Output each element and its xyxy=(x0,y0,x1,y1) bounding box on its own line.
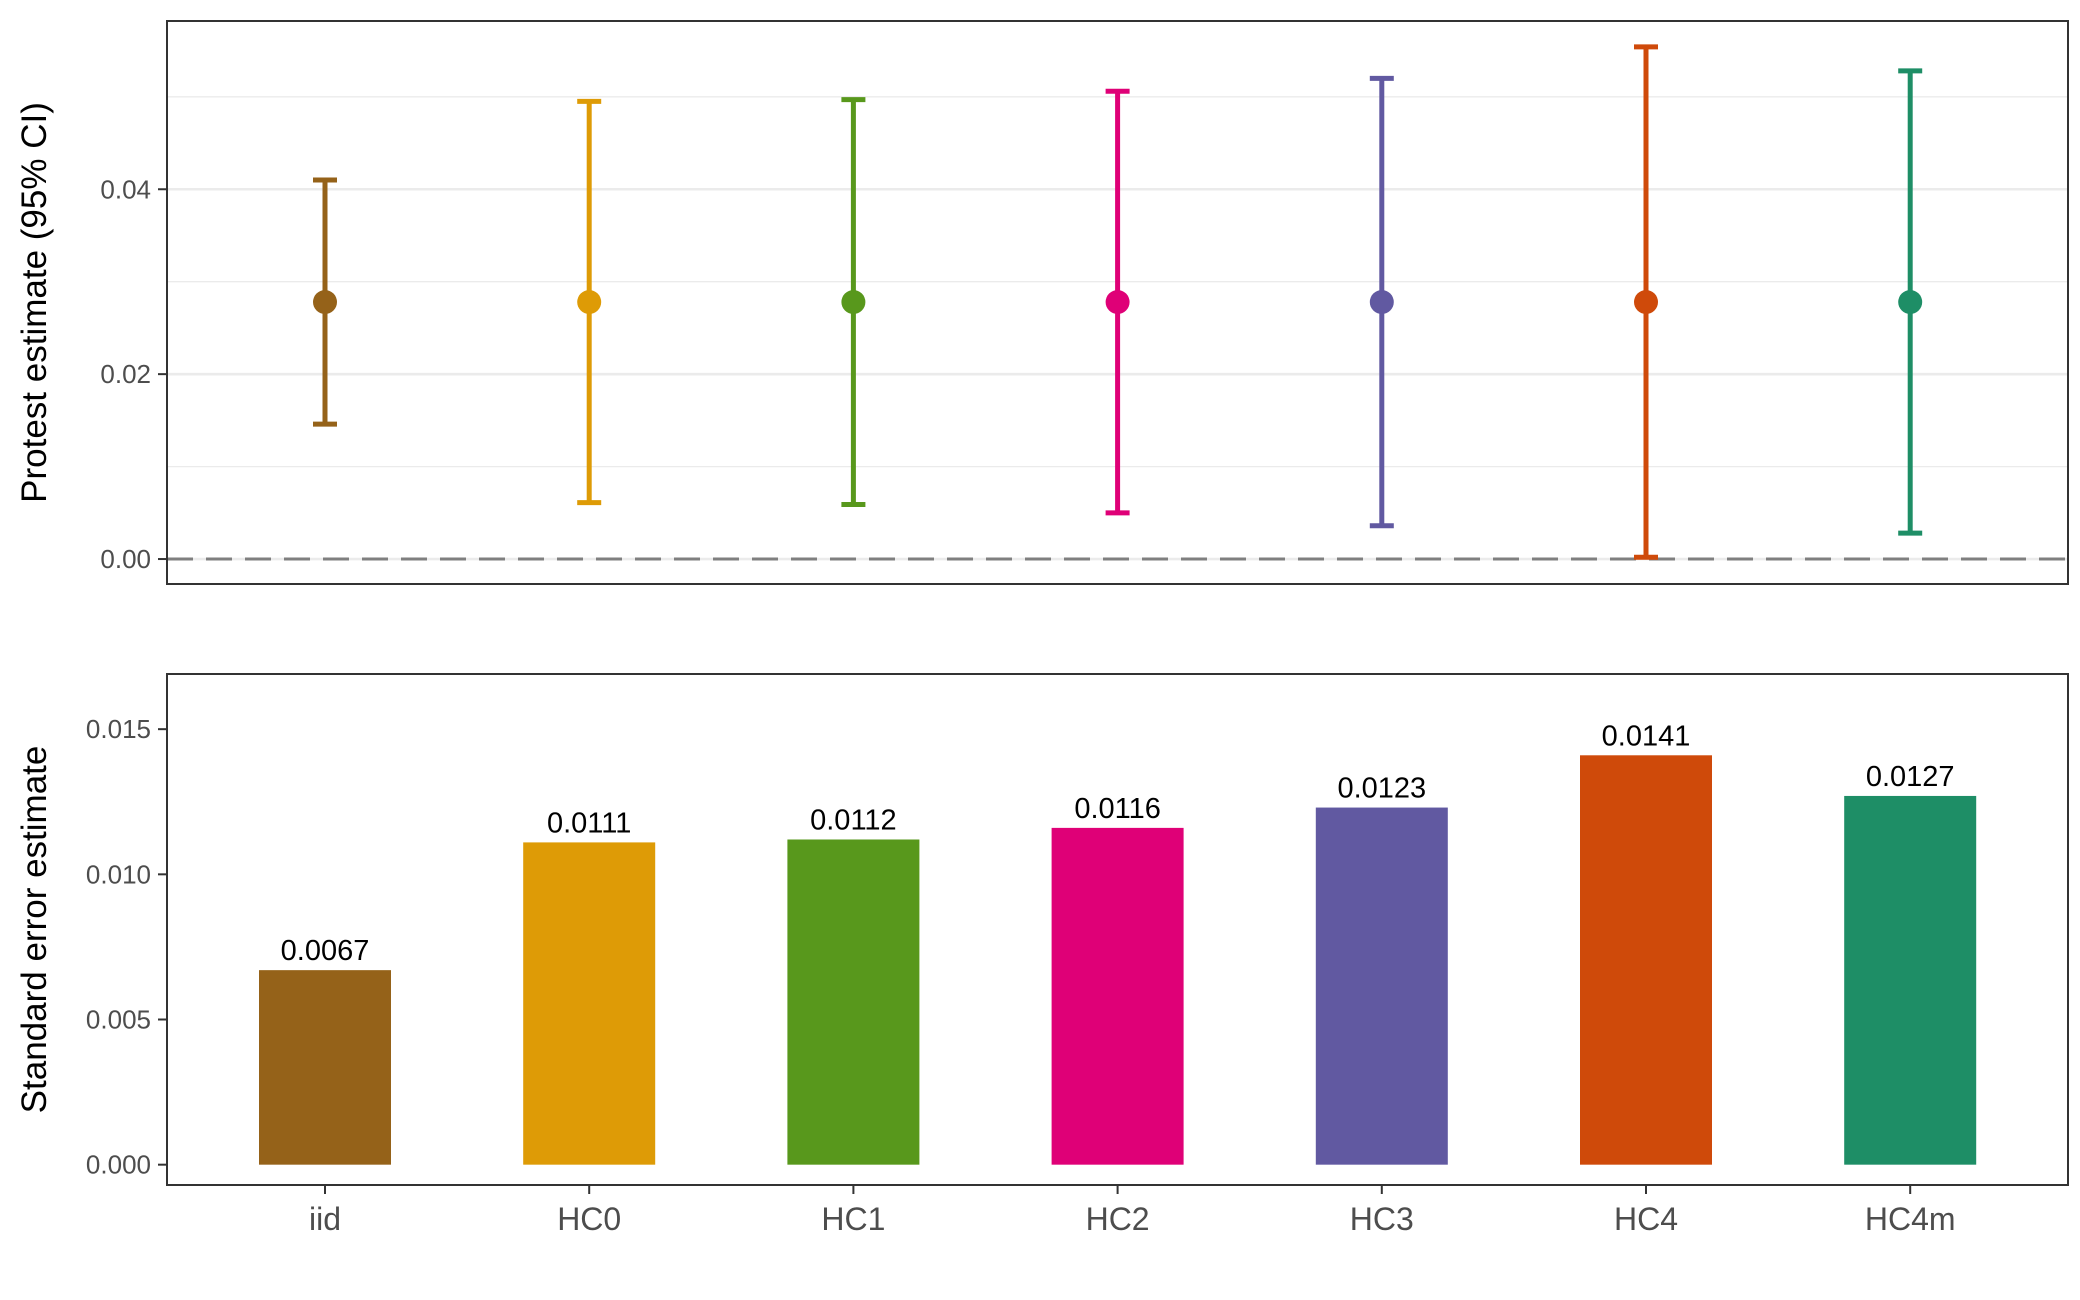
bar-value-label-iid: 0.0067 xyxy=(281,935,370,967)
standard-error-bars xyxy=(259,755,1977,1165)
bar-hc4 xyxy=(1580,755,1712,1165)
estimate-y-axis-title: Protest estimate (95% CI) xyxy=(15,102,54,503)
y-tick-label: 0.02 xyxy=(100,359,151,389)
x-tick-label-hc2: HC2 xyxy=(1086,1201,1150,1237)
x-tick-label-iid: iid xyxy=(309,1201,341,1237)
bar-value-label-hc2: 0.0116 xyxy=(1074,793,1161,825)
estimate-point-hc0 xyxy=(577,290,602,315)
bar-value-label-hc0: 0.0111 xyxy=(547,807,631,839)
bar-value-label-hc4m: 0.0127 xyxy=(1866,761,1955,793)
bar-hc0 xyxy=(523,842,656,1165)
bar-hc4m xyxy=(1844,795,1977,1165)
errorbar-hc4m xyxy=(1898,68,1923,536)
x-tick-label-hc4m: HC4m xyxy=(1865,1201,1956,1237)
y-tick-label: 0.00 xyxy=(100,544,151,574)
estimate-panel: 0.00 0.02 0.04 Protest estimate (95% CI) xyxy=(15,20,2069,585)
estimate-point-iid xyxy=(313,290,337,315)
standard-error-bar-labels: 0.0067 0.0111 0.0112 0.0116 0.0123 0.0141 0.01… xyxy=(281,720,1955,967)
y-tick-label: 0.04 xyxy=(100,174,151,204)
y-tick-label: 0.000 xyxy=(86,1150,151,1180)
bar-hc3 xyxy=(1315,807,1448,1165)
bar-value-label-hc4: 0.0141 xyxy=(1602,720,1691,752)
estimate-point-hc1 xyxy=(841,290,866,315)
errorbar-hc3 xyxy=(1369,75,1394,529)
x-tick-label-hc3: HC3 xyxy=(1350,1201,1414,1237)
x-tick-label-hc4: HC4 xyxy=(1614,1201,1678,1237)
y-tick-label: 0.015 xyxy=(86,714,151,744)
bar-hc2 xyxy=(1051,827,1184,1165)
y-tick-label: 0.005 xyxy=(86,1005,151,1035)
bar-value-label-hc3: 0.0123 xyxy=(1337,773,1426,805)
standard-error-y-axis: 0.000 0.005 0.010 0.015 xyxy=(86,714,167,1180)
estimate-y-axis: 0.00 0.02 0.04 xyxy=(100,174,167,574)
bar-value-label-hc1: 0.0112 xyxy=(810,804,897,836)
x-tick-label-hc1: HC1 xyxy=(821,1201,885,1237)
errorbar-hc2 xyxy=(1105,88,1130,516)
errorbar-iid xyxy=(313,177,337,427)
errorbar-hc1 xyxy=(841,97,866,507)
y-tick-label: 0.010 xyxy=(86,859,151,889)
estimate-marks xyxy=(313,44,1923,560)
bar-hc1 xyxy=(787,839,920,1165)
estimate-point-hc4 xyxy=(1634,290,1658,315)
errorbar-hc4 xyxy=(1634,44,1658,560)
estimate-point-hc4m xyxy=(1898,290,1923,315)
standard-error-x-axis: iid HC0 HC1 HC2 HC3 HC4 HC4m xyxy=(309,1185,1956,1237)
estimate-point-hc2 xyxy=(1105,290,1130,315)
bar-iid xyxy=(259,970,391,1165)
estimate-panel-border xyxy=(166,20,2069,585)
x-tick-label-hc0: HC0 xyxy=(557,1201,621,1237)
standard-error-y-axis-title: Standard error estimate xyxy=(15,746,54,1114)
standard-error-panel: 0.0067 0.0111 0.0112 0.0116 0.0123 0.0141 0.01… xyxy=(15,673,2069,1237)
estimate-point-hc3 xyxy=(1369,290,1394,315)
errorbar-hc0 xyxy=(577,98,602,506)
